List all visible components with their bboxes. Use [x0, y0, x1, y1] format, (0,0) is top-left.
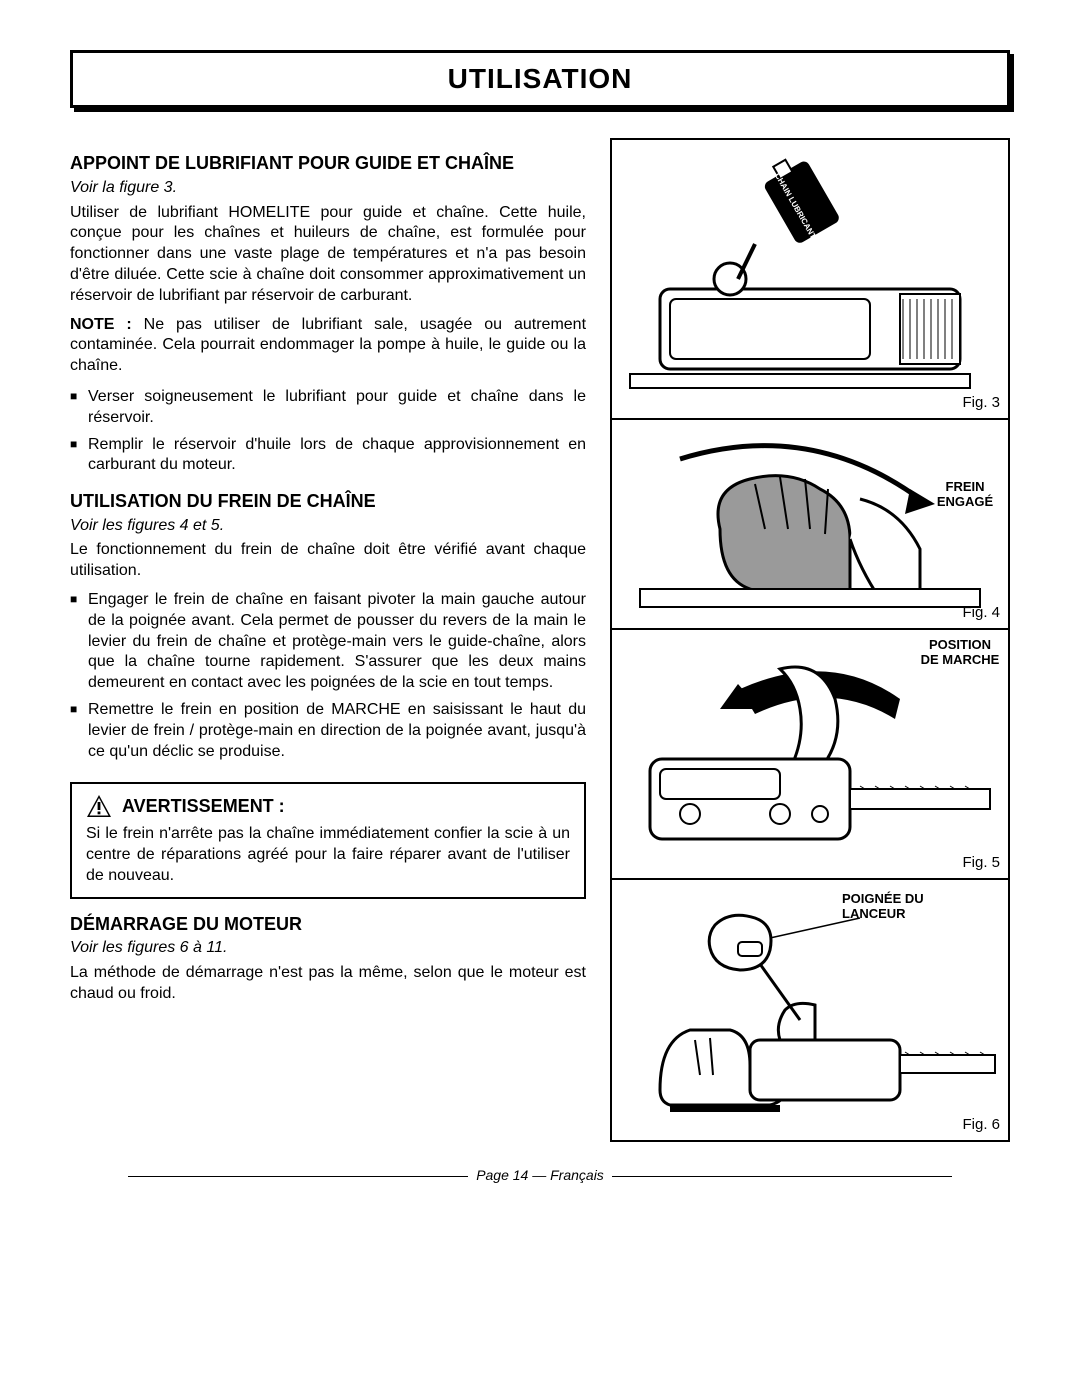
figure-5-label: Fig. 5 [962, 853, 1000, 873]
list-item: Verser soigneusement le lubrifiant pour … [70, 387, 586, 429]
lubricant-paragraph: Utiliser de lubrifiant HOMELITE pour gui… [70, 203, 586, 307]
page-title: UTILISATION [73, 61, 1007, 97]
list-item: Remplir le réservoir d'huile lors de cha… [70, 435, 586, 477]
start-paragraph: La méthode de démarrage n'est pas la mêm… [70, 963, 586, 1005]
brake-bullets: Engager le frein de chaîne en faisant pi… [70, 590, 586, 762]
section-title-box: UTILISATION [70, 50, 1010, 108]
figure-5-panel: POSITION DE MARCHE Fig. 5 [612, 630, 1008, 880]
figure-column: CHAIN LUBRICANT Fig. 3 [610, 138, 1010, 1142]
list-item: Engager le frein de chaîne en faisant pi… [70, 590, 586, 694]
figure-6-label: Fig. 6 [962, 1115, 1000, 1135]
list-item: Remettre le frein en position de MARCHE … [70, 700, 586, 762]
text-column: APPOINT DE LUBRIFIANT POUR GUIDE ET CHAÎ… [70, 138, 586, 1142]
warning-icon [86, 794, 112, 818]
content-columns: APPOINT DE LUBRIFIANT POUR GUIDE ET CHAÎ… [70, 138, 1010, 1142]
warning-heading: AVERTISSEMENT : [122, 795, 285, 818]
figure-4-illustration [620, 429, 1000, 619]
page: UTILISATION APPOINT DE LUBRIFIANT POUR G… [0, 0, 1080, 1215]
figure-6-callout: POIGNÉE DU LANCEUR [842, 892, 942, 921]
figure-4-callout: FREIN ENGAGÉ [930, 480, 1000, 509]
heading-brake: UTILISATION DU FREIN DE CHAÎNE [70, 490, 586, 513]
figure-3-panel: CHAIN LUBRICANT Fig. 3 [612, 140, 1008, 420]
lubricant-note: NOTE : Ne pas utiliser de lubrifiant sal… [70, 315, 586, 377]
lubricant-bullets: Verser soigneusement le lubrifiant pour … [70, 387, 586, 476]
warning-header: AVERTISSEMENT : [86, 794, 570, 818]
figure-4-label: Fig. 4 [962, 603, 1000, 623]
brake-paragraph: Le fonctionnement du frein de chaîne doi… [70, 540, 586, 582]
heading-lubricant: APPOINT DE LUBRIFIANT POUR GUIDE ET CHAÎ… [70, 152, 586, 175]
see-figure-3: Voir la figure 3. [70, 178, 586, 199]
warning-text: Si le frein n'arrête pas la chaîne imméd… [86, 824, 570, 886]
figure-3-illustration: CHAIN LUBRICANT [620, 149, 1000, 409]
figure-5-illustration [620, 639, 1000, 869]
warning-box: AVERTISSEMENT : Si le frein n'arrête pas… [70, 782, 586, 898]
page-footer: Page 14 — Français [70, 1166, 1010, 1184]
figure-3-label: Fig. 3 [962, 393, 1000, 413]
heading-start: DÉMARRAGE DU MOTEUR [70, 913, 586, 936]
figure-5-callout: POSITION DE MARCHE [920, 638, 1000, 667]
figure-6-panel: POIGNÉE DU LANCEUR Fig. 6 [612, 880, 1008, 1140]
figure-6-illustration [620, 890, 1000, 1130]
see-figures-4-5: Voir les figures 4 et 5. [70, 516, 586, 537]
figure-4-panel: FREIN ENGAGÉ Fig. 4 [612, 420, 1008, 630]
see-figures-6-11: Voir les figures 6 à 11. [70, 938, 586, 959]
